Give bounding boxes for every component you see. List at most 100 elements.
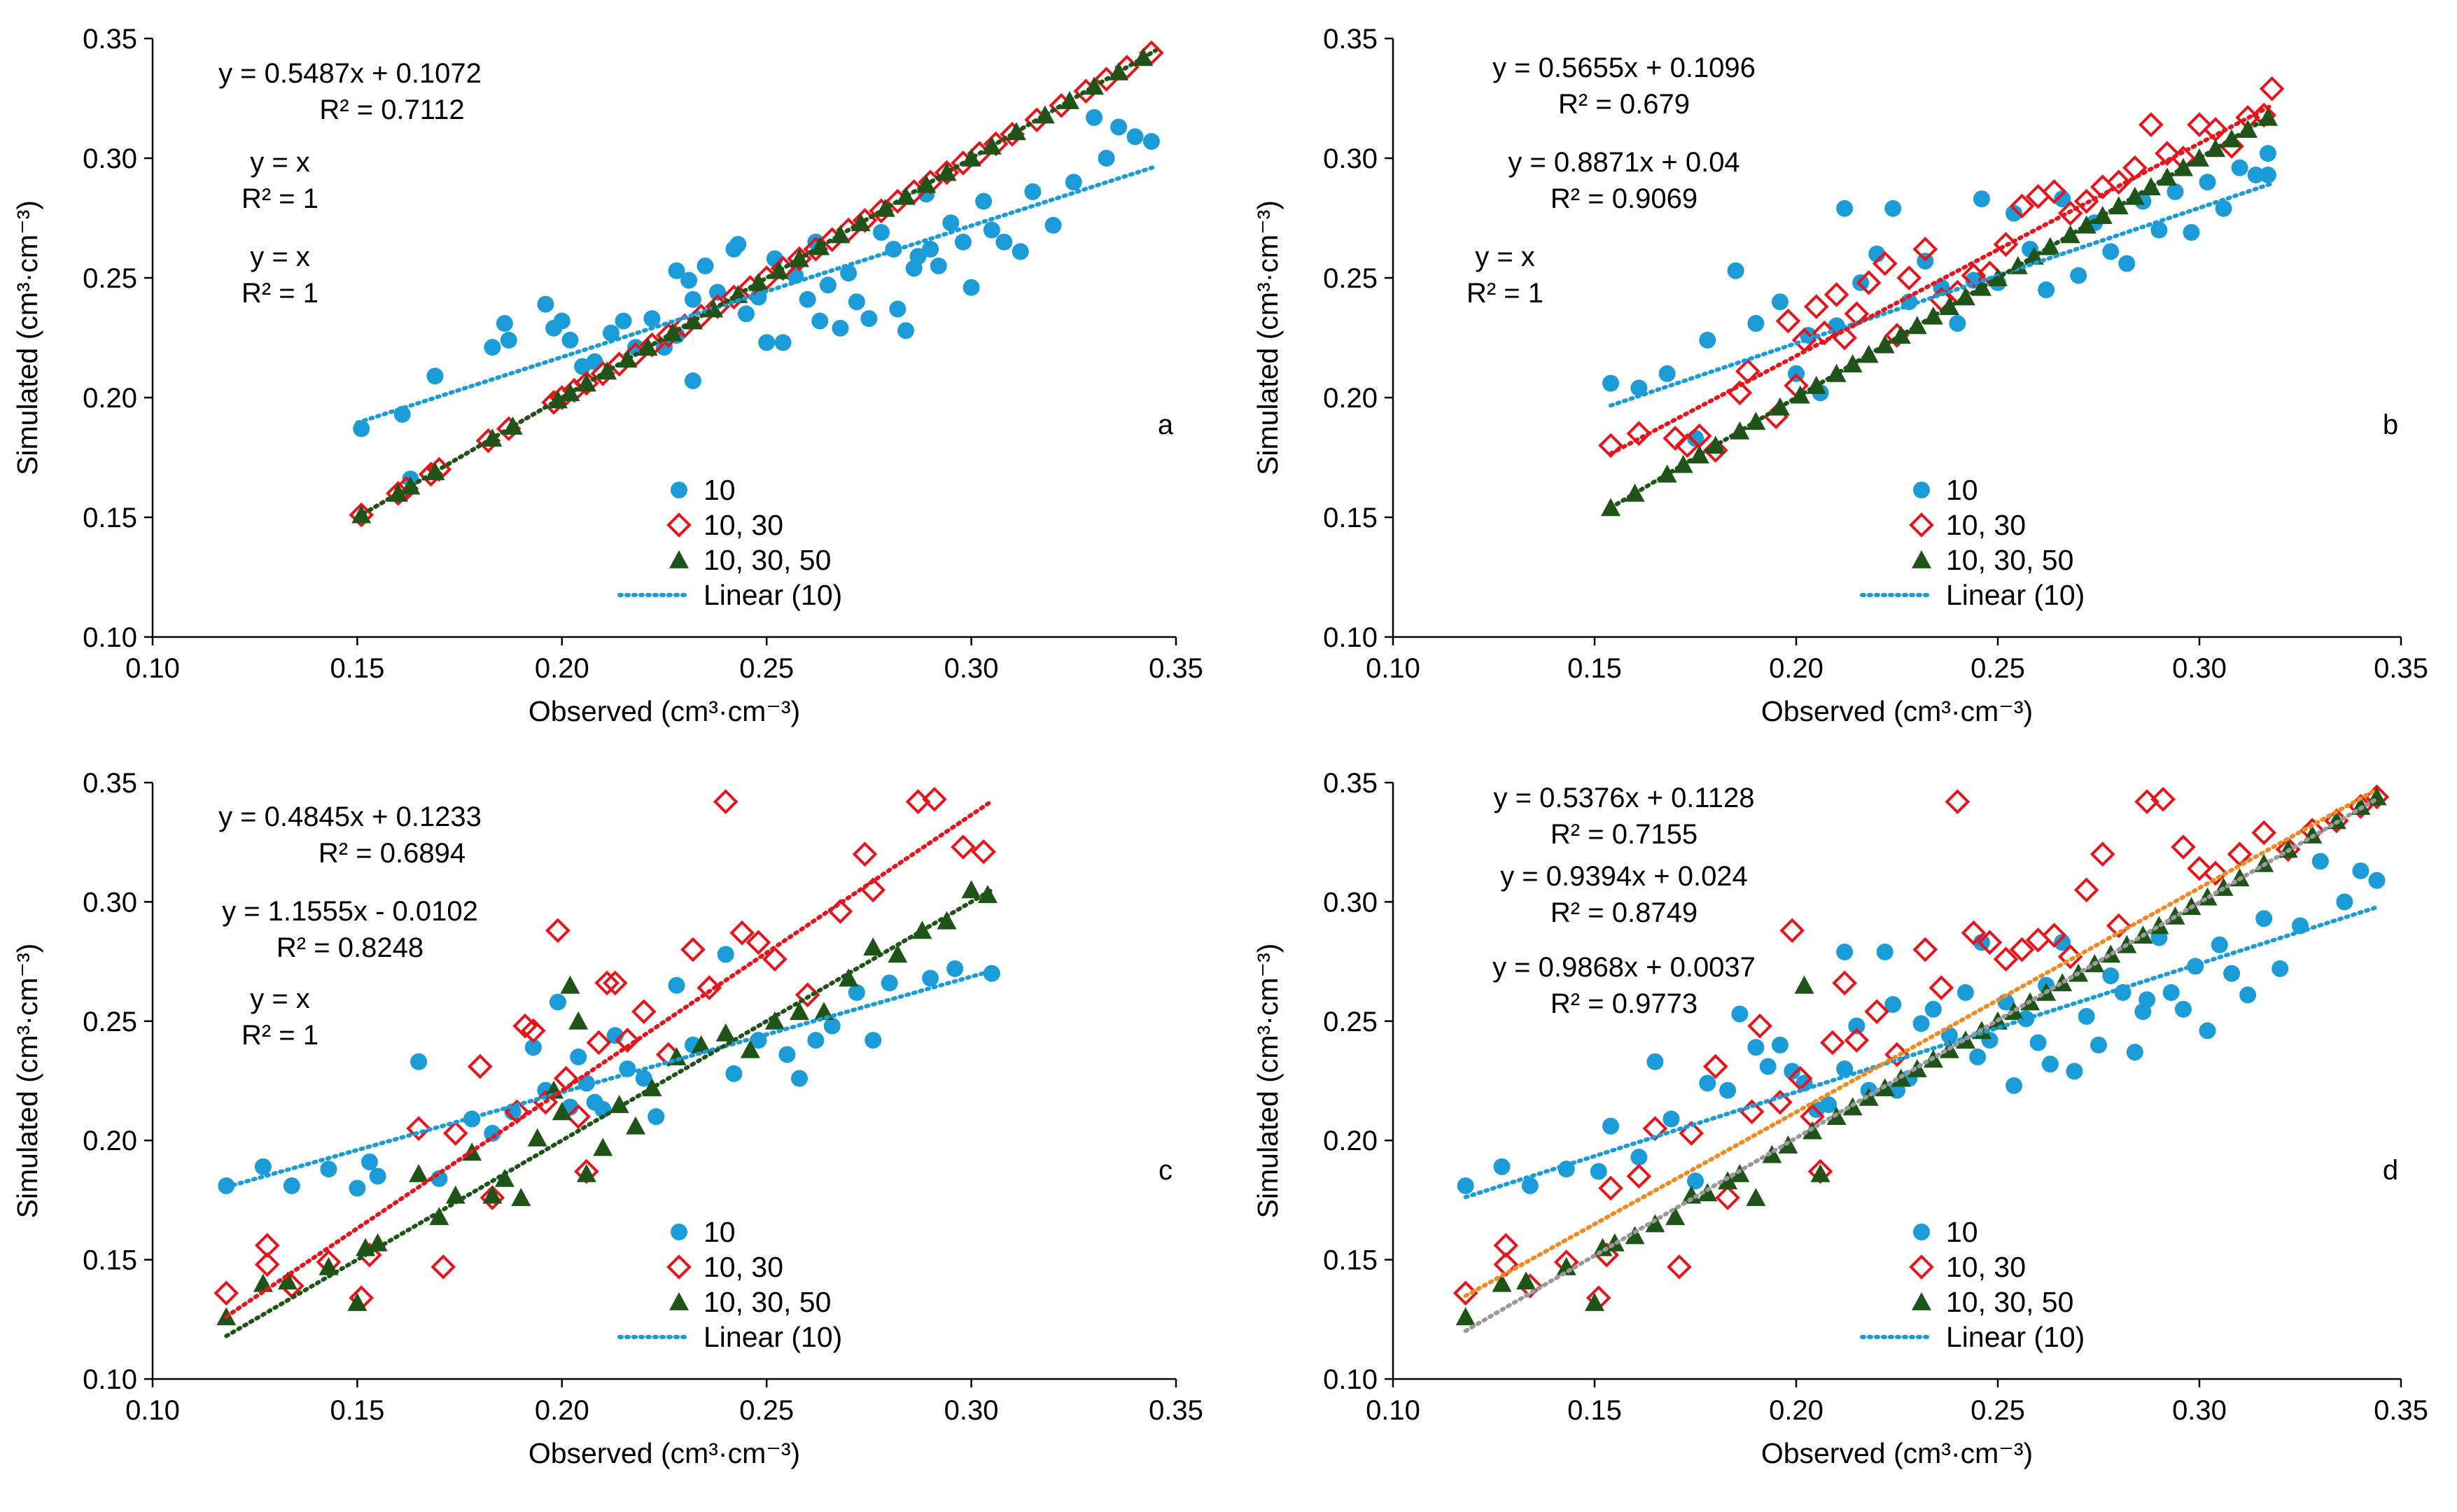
data-point	[1746, 1187, 1766, 1206]
y-tick-label: 0.30	[1323, 144, 1378, 174]
data-point	[552, 1102, 572, 1121]
trendline-10-30	[1609, 103, 2274, 456]
data-point	[368, 1233, 388, 1252]
trendline-equation: y = 0.5487x + 0.1072	[218, 58, 482, 89]
trendline-10	[355, 164, 1158, 425]
trendline-equation: y = x	[1475, 241, 1535, 272]
data-point	[2150, 221, 2168, 239]
data-point	[631, 999, 657, 1024]
data-point	[897, 322, 915, 340]
data-point	[881, 974, 898, 992]
data-point	[549, 993, 566, 1011]
trendline-r-squared: R² = 0.9773	[1550, 988, 1698, 1019]
data-point	[691, 1035, 711, 1054]
data-point	[1977, 930, 2003, 955]
data-point	[553, 312, 570, 330]
data-point	[648, 1108, 665, 1126]
data-point	[496, 314, 513, 332]
series-10-30	[1452, 784, 2390, 1310]
data-point	[1997, 993, 2015, 1011]
data-point	[680, 937, 706, 962]
x-tick-label: 0.20	[1769, 653, 1823, 684]
data-point	[2009, 937, 2035, 962]
data-point	[2090, 1036, 2107, 1054]
data-point	[1590, 1163, 1607, 1180]
data-point	[684, 290, 701, 308]
data-point	[1820, 1096, 1837, 1114]
data-point	[1803, 294, 1829, 319]
data-point	[2239, 986, 2257, 1004]
trendline-10-30-50	[1609, 113, 2274, 510]
data-point	[1945, 789, 1970, 815]
data-point	[1771, 1036, 1788, 1054]
trendline-10	[1463, 905, 2379, 1200]
data-point	[729, 236, 747, 253]
data-point	[774, 334, 792, 351]
data-point	[1912, 1015, 1930, 1032]
chart-panel-c: 0.100.10 0.15 0.15 0.20 0.20 0.25 0.25 0.30 0.30…	[11, 768, 1203, 1469]
data-point	[615, 312, 632, 330]
data-point	[349, 1180, 366, 1197]
legend-marker	[1913, 1224, 1930, 1240]
data-point	[810, 237, 830, 255]
data-point	[521, 1018, 546, 1044]
data-point	[2041, 923, 2067, 948]
x-tick-label: 0.20	[1769, 1395, 1823, 1426]
legend-label: 10	[704, 1216, 736, 1248]
legend-marker	[1912, 550, 1931, 568]
x-tick-label: 0.10	[125, 653, 180, 684]
trendline-equation: y = x	[250, 983, 310, 1014]
data-point	[1884, 995, 1902, 1013]
x-tick-label: 0.15	[1567, 1395, 1622, 1426]
data-point	[626, 1116, 646, 1135]
trendline-equation: y = x	[250, 241, 310, 272]
data-point	[2005, 204, 2023, 222]
legend-label: Linear (10)	[704, 1321, 842, 1353]
data-point	[983, 965, 1000, 982]
y-tick-label: 0.20	[83, 1126, 137, 1156]
data-point	[484, 1124, 501, 1142]
trendline-10-30-50	[224, 888, 994, 1338]
data-point	[1598, 433, 1623, 458]
data-point	[848, 983, 865, 1001]
data-point	[560, 975, 580, 994]
data-point	[2336, 893, 2353, 911]
legend-marker	[669, 550, 689, 568]
data-point	[2259, 145, 2276, 162]
data-point	[1875, 335, 1895, 354]
data-point	[2070, 267, 2087, 284]
data-point	[1907, 1058, 1927, 1077]
data-point	[442, 1121, 468, 1146]
legend-label: 10, 30, 50	[1946, 544, 2073, 576]
data-point	[905, 260, 923, 277]
data-point	[864, 1032, 882, 1049]
x-tick-label: 0.30	[2172, 653, 2227, 684]
data-point	[1884, 1042, 1910, 1068]
data-point	[2041, 1056, 2059, 1073]
data-point	[1856, 270, 1882, 295]
data-point	[2203, 860, 2228, 886]
data-point	[746, 930, 771, 955]
data-point	[2255, 910, 2273, 927]
data-point	[2155, 141, 2180, 166]
data-point	[2073, 877, 2099, 903]
x-tick-label: 0.25	[739, 1395, 794, 1426]
data-point	[1698, 1183, 1718, 1202]
data-point	[2038, 281, 2055, 299]
data-point	[1969, 1048, 1987, 1065]
data-point	[1699, 1074, 1716, 1092]
data-point	[586, 353, 603, 370]
data-point	[2352, 862, 2370, 880]
data-point	[2054, 934, 2071, 951]
trendline-r-squared: R² = 0.8749	[1550, 897, 1698, 928]
trendline-r-squared: R² = 1	[241, 183, 318, 214]
y-tick-label: 0.10	[83, 1364, 137, 1395]
x-axis-title: Observed (cm³·cm⁻³)	[528, 695, 800, 727]
y-axis-title: Simulated (cm³·cm⁻³)	[11, 200, 43, 475]
series-10	[353, 108, 1160, 488]
data-point	[668, 976, 685, 994]
data-point	[2078, 1007, 2095, 1025]
data-point	[680, 272, 698, 289]
